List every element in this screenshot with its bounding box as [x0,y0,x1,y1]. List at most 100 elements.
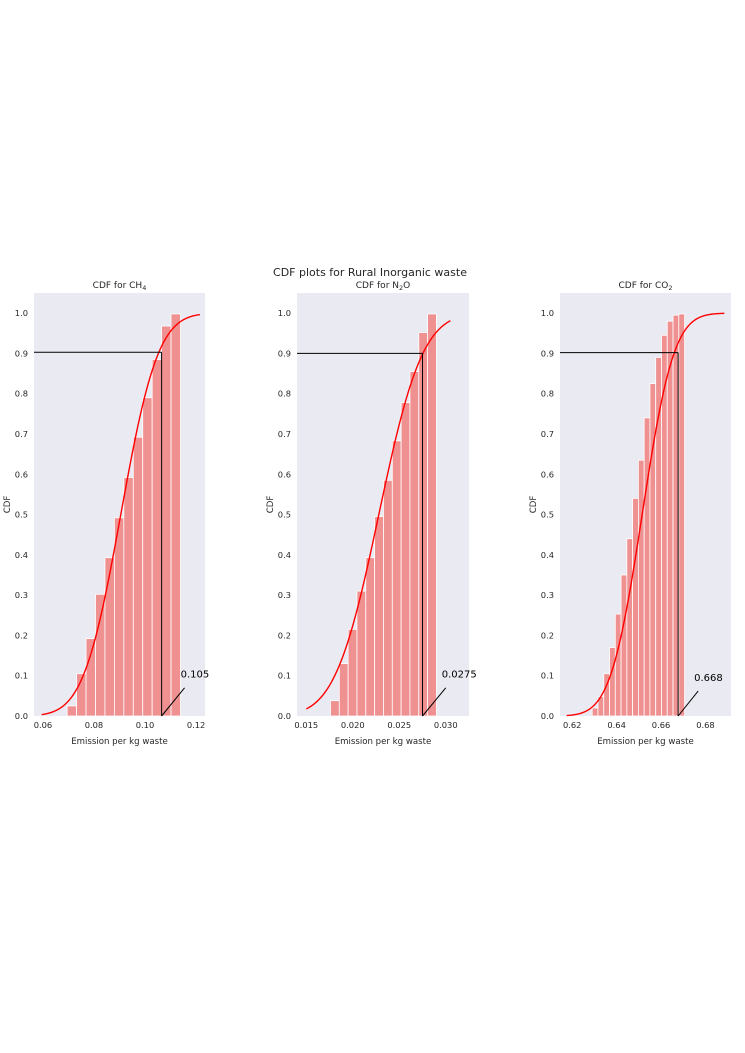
figure-suptitle: CDF plots for Rural Inorganic waste [273,266,467,279]
histogram-bar [85,638,96,717]
x-tick-label: 0.12 [187,720,205,730]
annotation-arrow [161,687,185,717]
y-tick-label: 0.7 [15,429,28,439]
y-tick-label: 0.0 [541,711,554,721]
histogram-bar [365,557,376,717]
histogram-bar [132,436,144,717]
y-axis-label: CDF [266,496,276,514]
histogram-bar [409,371,420,717]
y-tick-label: 0.4 [278,550,291,560]
y-tick-label: 0.4 [541,550,554,560]
y-tick-label: 1.0 [541,308,554,318]
histogram-bar [66,705,78,717]
x-tick-label: 0.08 [85,720,103,730]
y-axis-label: CDF [529,496,539,514]
x-tick-label: 0.66 [652,720,670,730]
y-tick-label: 0.7 [541,429,554,439]
histogram-bar [338,663,349,717]
y-tick-label: 0.8 [278,389,291,399]
y-tick-label: 0.9 [541,348,554,358]
histogram-bar [113,517,125,717]
histogram-bar [104,557,115,717]
cdf-curve [566,312,725,717]
y-tick-label: 0.4 [15,550,28,560]
y-tick-label: 0.0 [278,711,291,721]
x-tick-label: 0.015 [294,720,318,730]
y-tick-label: 1.0 [15,308,28,318]
y-tick-label: 0.8 [541,389,554,399]
y-tick-label: 0.5 [541,510,554,520]
x-tick-label: 0.10 [136,720,154,730]
y-axis-label: CDF [3,496,13,514]
x-tick-label: 0.025 [387,720,411,730]
histogram-bar [655,357,662,717]
histogram-bar [614,613,622,717]
histogram-bar [170,313,181,717]
x-tick-label: 0.06 [34,720,52,730]
histogram-bar [95,593,106,717]
chart-n2o: 0.0275 0.015 0.020 0.025 0.030 0.0 0.1 0.2 0.3 0.… [266,281,477,747]
annotation-arrow [677,690,699,717]
y-tick-label: 0.0 [15,711,28,721]
x-tick-label: 0.020 [341,720,365,730]
y-tick-label: 0.9 [278,348,291,358]
histogram-bar [626,538,634,717]
y-tick-label: 0.1 [541,671,554,681]
chart-title: CDF for N2O [356,281,410,292]
histogram-bar [347,628,358,717]
cdf-curve [41,313,201,716]
annotation-label: 0.105 [181,670,210,681]
histogram-bar [637,459,645,717]
y-tick-label: 0.1 [15,671,28,681]
y-tick-label: 0.2 [278,630,291,640]
histogram-bar [609,647,616,717]
y-tick-label: 0.6 [15,469,28,479]
histogram-bar [123,477,134,717]
histogram-bar [151,359,163,717]
histogram-bar [383,479,393,717]
y-tick-label: 0.3 [541,590,554,600]
chart-title: CDF for CO2 [619,281,673,292]
histogram-bar [591,707,599,717]
x-axis-label: Emission per kg waste [597,737,694,747]
annotation-label: 0.668 [694,673,723,684]
y-tick-label: 0.6 [541,469,554,479]
y-tick-label: 0.3 [278,590,291,600]
histogram-bar [400,402,411,717]
y-tick-label: 0.2 [15,630,28,640]
y-tick-label: 0.8 [15,389,28,399]
histogram-bar [427,313,437,717]
cdf-curve [305,320,451,710]
x-tick-label: 0.62 [563,720,581,730]
x-axis-label: Emission per kg waste [335,737,432,747]
y-tick-label: 0.1 [278,671,291,681]
y-tick-label: 0.7 [278,429,291,439]
histogram-bar [330,700,340,717]
y-tick-label: 0.9 [15,348,28,358]
histogram-bar [620,574,628,717]
histogram-bar [678,313,685,717]
histogram-bar [418,332,429,717]
histogram-bar [632,498,639,717]
y-tick-label: 0.6 [278,469,291,479]
x-tick-label: 0.030 [434,720,458,730]
histogram-bar [374,516,384,717]
x-tick-label: 0.64 [607,720,625,730]
y-tick-label: 1.0 [278,308,291,318]
histogram-bar [391,440,402,717]
histogram-bar [643,417,651,717]
annotation-arrow [422,687,447,717]
annotation-label: 0.0275 [442,670,477,681]
chart-co2: 0.668 0.62 0.64 0.66 0.68 0.0 0.1 0.2 0.3 0.4 0.5 0… [529,281,731,747]
histogram-bar [356,590,367,717]
chart-ch4: 0.105 0.06 0.08 0.10 0.12 0.0 0.1 0.2 0.3 0.4 0.5 0… [3,281,209,747]
histogram-bar [661,334,668,717]
y-tick-label: 0.3 [15,590,28,600]
x-tick-label: 0.68 [696,720,714,730]
histogram-bar [161,325,172,717]
y-tick-label: 0.5 [278,510,291,520]
y-tick-label: 0.2 [541,630,554,640]
chart-title: CDF for CH4 [93,281,147,292]
y-tick-label: 0.5 [15,510,28,520]
